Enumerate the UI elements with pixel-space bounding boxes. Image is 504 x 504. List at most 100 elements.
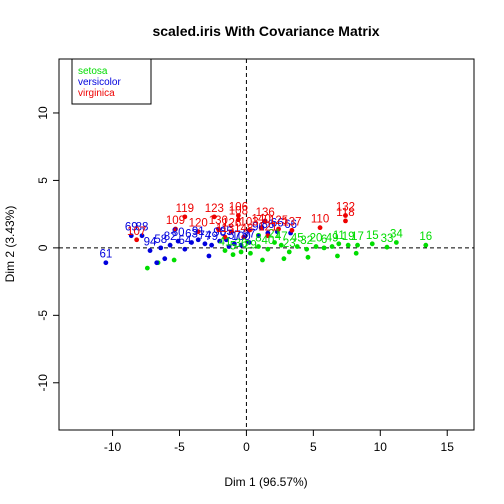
versicolor-point-label: 66 xyxy=(271,218,284,230)
versicolor-point-label: 63 xyxy=(185,228,198,240)
setosa-point xyxy=(321,245,327,251)
setosa-point-label: 11 xyxy=(333,230,345,242)
virginica-point xyxy=(246,227,252,233)
versicolor-point-label: 69 xyxy=(125,222,138,234)
versicolor-point-label: 66 xyxy=(284,219,297,231)
versicolor-point-label: 58 xyxy=(154,234,167,246)
versicolor-point-label: 100 xyxy=(231,231,250,243)
y-tick-label: -10 xyxy=(36,374,50,392)
legend-entry-virginica: virginica xyxy=(78,88,115,99)
versicolor-point xyxy=(103,260,109,266)
setosa-point xyxy=(345,242,351,248)
virginica-point-label: 140 xyxy=(252,214,271,226)
setosa-point xyxy=(336,241,342,247)
virginica-point-label: 132 xyxy=(336,201,355,213)
x-tick-label: 5 xyxy=(310,440,317,454)
x-tick-label: -10 xyxy=(104,440,122,454)
virginica-point xyxy=(265,233,271,239)
virginica-point-label: 136 xyxy=(256,207,275,219)
virginica-point xyxy=(211,214,217,220)
setosa-point xyxy=(281,256,287,262)
versicolor-point-label: 97 xyxy=(243,228,256,240)
setosa-point xyxy=(256,244,261,249)
setosa-point xyxy=(329,244,335,249)
y-axis: -10 -5 0 5 10 xyxy=(36,106,60,392)
versicolor-point xyxy=(206,253,212,259)
setosa-point xyxy=(171,257,177,263)
versicolor-point xyxy=(246,240,252,245)
virginica-point xyxy=(195,229,201,235)
y-tick-label: -5 xyxy=(36,310,50,321)
virginica-point xyxy=(235,213,241,218)
versicolor-point xyxy=(226,244,232,249)
y-axis-label: Dim 2 (3.43%) xyxy=(3,206,17,283)
virginica-point-label: 126 xyxy=(222,218,241,230)
virginica-point-label: 130 xyxy=(209,215,228,227)
versicolor-point xyxy=(238,242,244,248)
virginica-point xyxy=(215,226,221,232)
versicolor-point xyxy=(182,246,188,252)
setosa-point xyxy=(384,244,390,250)
versicolor-point xyxy=(167,242,173,248)
legend-entry-versicolor: versicolor xyxy=(78,77,121,88)
setosa-point xyxy=(278,242,284,248)
versicolor-point xyxy=(139,233,145,239)
setosa-point xyxy=(305,254,311,260)
versicolor-point-label: 57 xyxy=(228,230,241,242)
setosa-point-label: 45 xyxy=(291,233,304,245)
y-tick-label: 10 xyxy=(36,106,50,120)
setosa-point-label: 19 xyxy=(342,231,355,243)
versicolor-point xyxy=(162,256,168,262)
setosa-point xyxy=(222,248,228,253)
versicolor-point-label: 80 xyxy=(172,227,185,239)
virginica-point-label: 103 xyxy=(240,216,259,228)
versicolor-point xyxy=(175,238,181,244)
setosa-point-label: 8 xyxy=(255,233,261,245)
versicolor-point-label: 90 xyxy=(213,227,226,239)
versicolor-point xyxy=(154,260,160,266)
setosa-point-label: 21 xyxy=(268,228,281,240)
virginica-point xyxy=(134,237,140,243)
virginica-point-label: 108 xyxy=(229,206,248,218)
versicolor-point xyxy=(147,248,153,253)
setosa-point xyxy=(230,252,236,258)
versicolor-point xyxy=(189,240,194,245)
virginica-point xyxy=(241,234,247,240)
setosa-point-label: 41 xyxy=(219,237,232,249)
setosa-point xyxy=(335,253,340,259)
legend-entry-setosa: setosa xyxy=(78,66,108,77)
x-tick-label: -5 xyxy=(174,440,185,454)
setosa-point xyxy=(272,240,277,245)
setosa-point xyxy=(248,250,253,256)
setosa-point-label: 47 xyxy=(275,231,288,243)
versicolor-point-label: 61 xyxy=(99,249,112,261)
setosa-point-label: 32 xyxy=(300,235,313,247)
versicolor-point xyxy=(195,237,201,243)
setosa-point-label: 15 xyxy=(366,230,379,242)
setosa-point-label: 34 xyxy=(390,228,403,240)
setosa-point-label: 6 xyxy=(321,234,327,246)
virginica-point-label: 120 xyxy=(189,218,208,230)
virginica-point-label: 113 xyxy=(216,223,234,235)
versicolor-point-label: 88 xyxy=(136,222,149,234)
versicolor-point xyxy=(158,245,164,251)
versicolor-point-label: 94 xyxy=(144,237,157,249)
reference-lines xyxy=(59,59,474,430)
setosa-point xyxy=(304,246,310,252)
versicolor-point xyxy=(217,238,223,244)
virginica-point-label: 119 xyxy=(176,203,194,215)
versicolor-point xyxy=(209,242,215,248)
virginica-point-label: 110 xyxy=(311,214,329,226)
versicolor-point-label: 91 xyxy=(192,226,205,238)
virginica-point xyxy=(343,213,348,218)
virginica-point xyxy=(222,234,228,240)
setosa-point-label: 33 xyxy=(381,233,394,245)
y-tick-label: 0 xyxy=(36,244,50,251)
virginica-point xyxy=(343,218,348,224)
virginica-point-label: 107 xyxy=(127,226,146,238)
setosa-point-label: 49 xyxy=(326,233,339,245)
versicolor-point xyxy=(231,241,237,247)
